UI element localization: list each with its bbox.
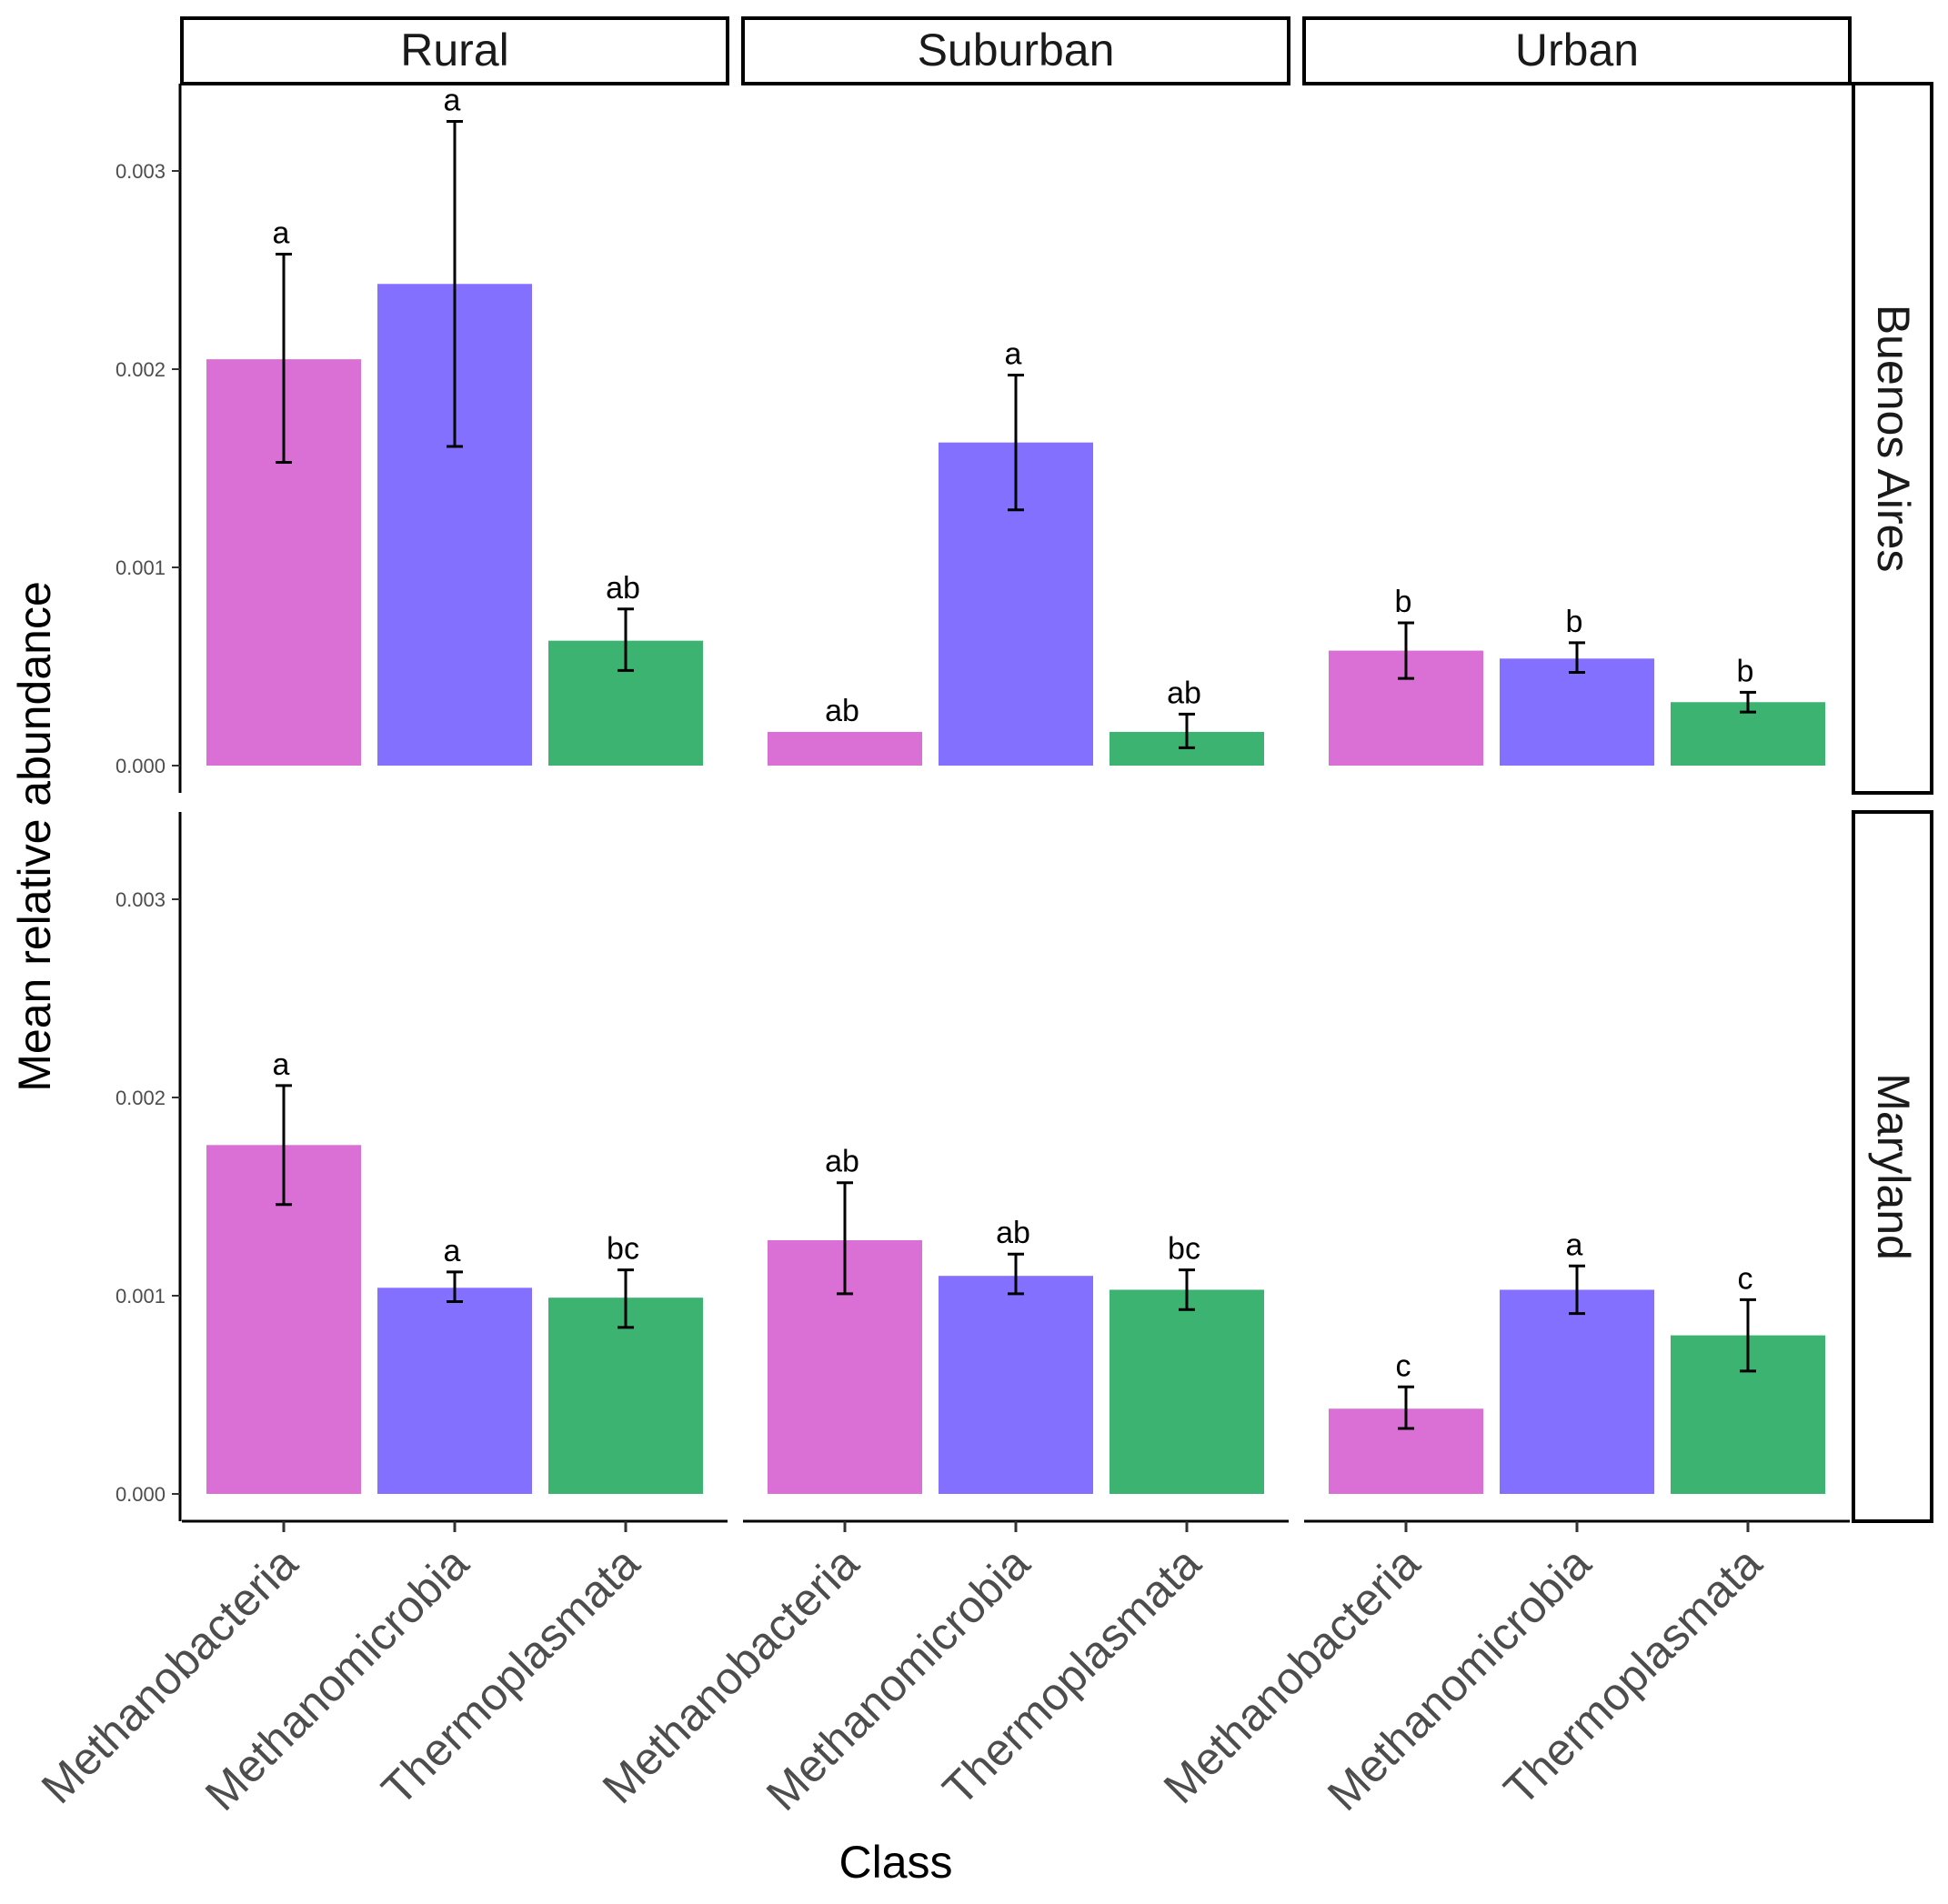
error-bar-buenos-aires-urban-thermoplasmata [1740, 690, 1756, 714]
error-bar-maryland-rural-thermoplasmata [618, 1268, 634, 1329]
y-tick-label: 0.000 [115, 755, 166, 777]
y-tick-label: 0.001 [115, 556, 166, 579]
error-bar-maryland-urban-thermoplasmata [1740, 1298, 1756, 1373]
error-bar-buenos-aires-rural-methanobacteria [276, 253, 292, 464]
column-strip-label-suburban: Suburban [918, 25, 1115, 75]
significance-label-maryland-suburban-methanomicrobia: ab [996, 1216, 1030, 1250]
error-bar-buenos-aires-suburban-methanomicrobia [1008, 374, 1024, 512]
error-bar-maryland-suburban-methanomicrobia [1008, 1252, 1024, 1296]
row-strip-maryland [1852, 810, 1933, 1523]
significance-label-buenos-aires-rural-methanobacteria: a [273, 216, 290, 251]
error-bar-maryland-urban-methanobacteria [1398, 1385, 1414, 1430]
error-bar-maryland-rural-methanomicrobia [447, 1270, 463, 1304]
bar-maryland-suburban-methanomicrobia [939, 1276, 1093, 1494]
x-axis-title: Class [838, 1837, 952, 1888]
significance-label-maryland-suburban-methanobacteria: ab [825, 1145, 859, 1179]
error-bar-maryland-urban-methanomicrobia [1569, 1264, 1585, 1316]
significance-label-maryland-urban-methanomicrobia: a [1566, 1228, 1583, 1262]
row-strip-buenos-aires [1852, 82, 1933, 795]
bar-buenos-aires-suburban-methanobacteria [768, 731, 922, 766]
error-bar-buenos-aires-rural-methanomicrobia [447, 120, 463, 448]
plot-area: Rural Suburban Urban Buenos Aires Maryland 0.… [32, 16, 1933, 1820]
row-strip-label-buenos-aires: Buenos Aires [1868, 305, 1919, 573]
significance-label-maryland-urban-thermoplasmata: c [1738, 1261, 1753, 1296]
column-strip-rural [180, 16, 729, 85]
y-tick-label: 0.003 [115, 160, 166, 183]
error-bar-maryland-rural-methanobacteria [276, 1084, 292, 1207]
significance-label-buenos-aires-rural-methanomicrobia: a [444, 84, 461, 118]
bar-maryland-suburban-thermoplasmata [1110, 1289, 1264, 1494]
error-bar-buenos-aires-urban-methanomicrobia [1569, 641, 1585, 675]
y-tick-label: 0.002 [115, 358, 166, 381]
significance-label-maryland-rural-methanomicrobia: a [444, 1234, 461, 1268]
y-tick-label: 0.002 [115, 1087, 166, 1109]
error-bar-buenos-aires-suburban-thermoplasmata [1179, 712, 1195, 749]
y-tick-label: 0.003 [115, 888, 166, 911]
column-strip-label-rural: Rural [400, 25, 508, 75]
y-tick-label: 0.000 [115, 1483, 166, 1506]
significance-label-buenos-aires-suburban-methanomicrobia: a [1005, 337, 1022, 372]
significance-label-buenos-aires-urban-methanobacteria: b [1395, 585, 1412, 619]
significance-label-buenos-aires-urban-thermoplasmata: b [1737, 654, 1754, 688]
error-bar-buenos-aires-rural-thermoplasmata [618, 607, 634, 672]
significance-label-buenos-aires-rural-thermoplasmata: ab [606, 571, 640, 606]
significance-label-maryland-rural-methanobacteria: a [273, 1047, 290, 1082]
bar-buenos-aires-urban-methanomicrobia [1500, 658, 1654, 766]
y-axis-title: Mean relative abundance [9, 581, 60, 1092]
significance-label-maryland-suburban-thermoplasmata: bc [1168, 1232, 1200, 1267]
error-bar-maryland-suburban-methanobacteria [837, 1181, 853, 1296]
significance-label-buenos-aires-suburban-thermoplasmata: ab [1167, 676, 1201, 710]
column-strip-label-urban: Urban [1515, 25, 1639, 75]
error-bar-maryland-suburban-thermoplasmata [1179, 1268, 1195, 1311]
significance-label-buenos-aires-suburban-methanobacteria: ab [825, 694, 859, 728]
column-strip-suburban [741, 16, 1290, 85]
y-tick-label: 0.001 [115, 1285, 166, 1308]
bar-maryland-rural-thermoplasmata [548, 1298, 703, 1494]
bar-maryland-urban-methanomicrobia [1500, 1289, 1654, 1494]
column-strip-urban [1302, 16, 1852, 85]
error-bar-buenos-aires-urban-methanobacteria [1398, 621, 1414, 680]
bar-maryland-rural-methanomicrobia [377, 1288, 532, 1494]
significance-label-maryland-urban-methanobacteria: c [1396, 1348, 1411, 1383]
significance-label-maryland-rural-thermoplasmata: bc [607, 1232, 639, 1267]
row-strip-label-maryland: Maryland [1868, 1073, 1919, 1260]
significance-label-buenos-aires-urban-methanomicrobia: b [1566, 605, 1583, 639]
